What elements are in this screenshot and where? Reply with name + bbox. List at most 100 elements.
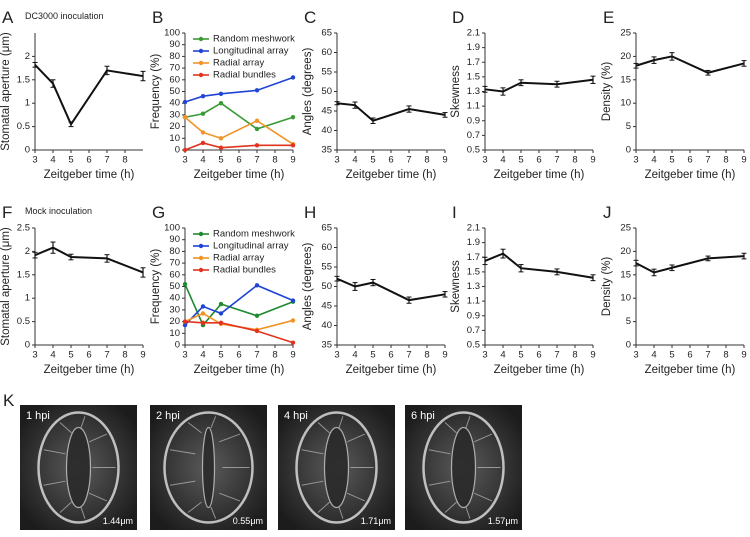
y-tick-label: 40 — [169, 293, 180, 304]
data-point — [254, 88, 260, 93]
error-bar — [32, 61, 38, 68]
x-tick-label: 8 — [122, 350, 127, 361]
x-tick-label: 8 — [272, 155, 277, 166]
x-tick-label: 3 — [182, 155, 187, 166]
y-tick-label: 20 — [169, 121, 180, 132]
error-bar — [334, 275, 340, 282]
panel-label: B — [152, 8, 163, 27]
error-bar — [104, 254, 110, 263]
y-tick-label: 1.7 — [467, 252, 480, 263]
x-tick-label: 9 — [290, 155, 295, 166]
microtubule — [210, 506, 217, 519]
guard-cell-outline — [422, 411, 505, 524]
microtubule — [444, 501, 457, 513]
y-tick-label: 40 — [169, 98, 180, 109]
panel-label: I — [452, 203, 457, 222]
error-bar — [50, 241, 56, 254]
error-bar — [741, 60, 747, 67]
y-tick-label: 1.3 — [467, 281, 480, 292]
timepoint-label: 4 hpi — [284, 410, 308, 422]
y-tick-label: 1.1 — [467, 296, 480, 307]
x-tick-label: 6 — [236, 155, 241, 166]
y-tick-label: 60 — [321, 242, 332, 253]
x-axis-label: Zeitgeber time (h) — [346, 169, 437, 181]
scale-label: 1.71μm — [361, 516, 391, 526]
y-tick-label: 0.5 — [467, 145, 480, 156]
legend-label: Radial bundles — [213, 265, 276, 276]
y-tick-label: 1.1 — [467, 101, 480, 112]
legend-label: Random meshwork — [213, 34, 295, 45]
panel-label: A — [2, 8, 14, 27]
microtubule — [474, 492, 493, 502]
guard-cell-outline — [163, 411, 254, 524]
error-bar — [68, 121, 74, 128]
y-tick-label: 10 — [169, 328, 180, 339]
y-tick-label: 0 — [626, 340, 631, 351]
guard-cell-outline — [295, 411, 378, 524]
x-tick-label: 5 — [218, 350, 223, 361]
y-tick-label: 40 — [321, 125, 332, 136]
x-tick-label: 5 — [518, 155, 523, 166]
x-tick-label: 5 — [370, 350, 375, 361]
microtubule — [43, 449, 66, 455]
x-tick-label: 9 — [442, 350, 447, 361]
x-tick-label: 3 — [633, 350, 638, 361]
y-axis-label: Density (%) — [601, 257, 613, 317]
y-axis-label: Frequency (%) — [150, 54, 162, 130]
y-tick-label: 1.9 — [467, 237, 480, 248]
x-tick-label: 7 — [104, 155, 109, 166]
stomatal-pore — [323, 426, 350, 509]
annotation: Mock inoculation — [25, 206, 92, 216]
data-point — [218, 311, 224, 316]
error-bar — [741, 252, 747, 260]
error-bar — [633, 259, 639, 267]
data-point — [254, 328, 260, 334]
y-tick-label: 65 — [321, 223, 332, 234]
y-tick-label: 20 — [620, 246, 631, 257]
x-tick-label: 6 — [388, 155, 393, 166]
y-tick-label: 55 — [321, 262, 332, 273]
y-axis-label: Frequency (%) — [150, 249, 162, 325]
x-axis-label: Zeitgeber time (h) — [346, 364, 437, 376]
legend-marker — [198, 243, 204, 249]
error-bar — [442, 291, 448, 298]
y-tick-label: 90 — [169, 234, 180, 245]
y-tick-label: 50 — [321, 86, 332, 97]
y-tick-label: 5 — [626, 121, 631, 132]
y-tick-label: 0.5 — [17, 121, 30, 132]
x-tick-label: 3 — [482, 155, 487, 166]
panel-label: K — [3, 391, 15, 410]
x-tick-label: 4 — [200, 155, 205, 166]
error-bar — [500, 248, 506, 259]
x-tick-label: 6 — [86, 155, 91, 166]
y-tick-label: 2.5 — [17, 223, 30, 234]
error-bar — [50, 79, 56, 88]
data-point — [182, 281, 188, 287]
data-line — [635, 255, 745, 274]
y-axis-label: Stomatal aperture (μm) — [0, 32, 12, 151]
x-tick-label: 7 — [705, 155, 710, 166]
y-tick-label: 35 — [321, 340, 332, 351]
data-point — [290, 340, 296, 345]
legend-marker — [198, 267, 204, 273]
x-tick-label: 3 — [633, 155, 638, 166]
x-axis-label: Zeitgeber time (h) — [44, 169, 135, 181]
error-bar — [370, 117, 376, 124]
y-tick-label: 1.9 — [467, 42, 480, 53]
y-tick-label: 45 — [321, 301, 332, 312]
error-bar — [705, 255, 711, 262]
y-tick-label: 1.5 — [467, 71, 480, 82]
y-tick-label: 60 — [321, 47, 332, 58]
x-tick-label: 7 — [554, 350, 559, 361]
y-tick-label: 2 — [25, 246, 30, 257]
y-tick-label: 0 — [175, 340, 180, 351]
y-tick-label: 0.9 — [467, 310, 480, 321]
x-tick-label: 8 — [572, 350, 577, 361]
error-bar — [518, 79, 524, 87]
data-point — [218, 301, 224, 307]
data-line — [336, 102, 446, 122]
y-tick-label: 0 — [25, 145, 30, 156]
y-tick-label: 15 — [620, 74, 631, 85]
